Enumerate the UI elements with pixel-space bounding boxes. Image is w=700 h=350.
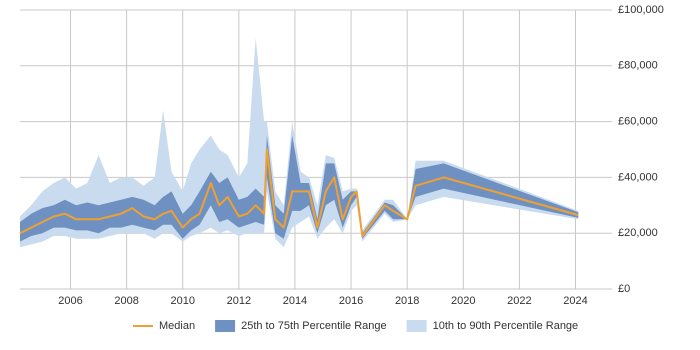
x-tick-label: 2020 bbox=[451, 295, 475, 307]
y-tick-label: £60,000 bbox=[618, 116, 658, 128]
x-tick-label: 2008 bbox=[114, 295, 138, 307]
x-tick-label: 2014 bbox=[283, 295, 307, 307]
x-tick-label: 2012 bbox=[227, 295, 251, 307]
x-tick-label: 2006 bbox=[58, 295, 82, 307]
y-tick-label: £20,000 bbox=[618, 227, 658, 239]
x-tick-label: 2018 bbox=[395, 295, 419, 307]
x-tick-label: 2016 bbox=[339, 295, 363, 307]
legend-label: 25th to 75th Percentile Range bbox=[241, 320, 387, 332]
legend-swatch bbox=[406, 320, 427, 332]
x-tick-label: 2022 bbox=[507, 295, 531, 307]
y-tick-label: £0 bbox=[618, 283, 630, 295]
legend-label: 10th to 90th Percentile Range bbox=[433, 320, 579, 332]
y-tick-label: £40,000 bbox=[618, 171, 658, 183]
legend-swatch bbox=[215, 320, 236, 332]
y-tick-label: £80,000 bbox=[618, 60, 658, 72]
percentile-band bbox=[20, 37, 579, 248]
x-tick-label: 2024 bbox=[563, 295, 587, 307]
y-tick-label: £100,000 bbox=[618, 4, 664, 16]
x-tick-label: 2010 bbox=[170, 295, 194, 307]
legend-label: Median bbox=[159, 320, 195, 332]
median-line bbox=[19, 148, 579, 237]
